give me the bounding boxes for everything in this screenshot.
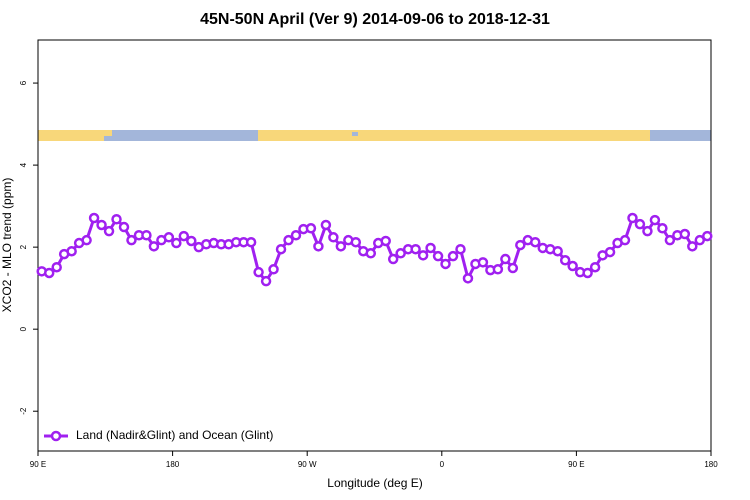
data-point (96, 219, 107, 231)
data-point (589, 261, 601, 273)
data-point (253, 266, 264, 278)
data-point (507, 262, 519, 274)
data-point (328, 232, 339, 243)
data-point (657, 223, 668, 234)
data-point (395, 248, 406, 259)
data-point (320, 219, 332, 231)
data-point (432, 250, 444, 262)
data-point (619, 234, 631, 246)
data-point (515, 239, 526, 251)
data-point (103, 225, 115, 237)
data-point (365, 248, 377, 259)
legend-item: Land (Nadir&Glint) and Ocean (Glint) (44, 428, 273, 442)
data-point (649, 214, 661, 226)
data-point (51, 261, 62, 273)
legend-text: Land (Nadir&Glint) and Ocean (Glint) (76, 428, 273, 442)
data-point (275, 243, 287, 255)
data-point (664, 234, 676, 246)
land-band (38, 130, 711, 141)
data-point (694, 234, 706, 246)
data-point (290, 229, 302, 241)
data-point (66, 245, 77, 257)
data-point (447, 250, 459, 262)
data-point (380, 235, 391, 247)
data-point (559, 255, 571, 266)
x-tick-label: 90 E (568, 460, 584, 469)
x-tick-label: 180 (704, 460, 718, 469)
ocean-band (112, 130, 258, 141)
data-point (455, 243, 466, 255)
data-point (43, 267, 55, 279)
y-axis-label: XCO2 - MLO trend (ppm) (0, 178, 14, 313)
x-tick-label: 180 (166, 460, 180, 469)
map-strip (38, 130, 711, 141)
data-point (126, 234, 137, 246)
legend-marker (50, 430, 62, 442)
data-point (425, 242, 436, 254)
data-point (462, 273, 474, 284)
plot-frame (37, 39, 712, 452)
data-point (81, 234, 92, 246)
y-tick-label: 6 (19, 80, 28, 85)
data-point (627, 212, 638, 224)
data-point (141, 229, 152, 241)
ocean-speck (352, 132, 358, 136)
data-point (417, 250, 429, 261)
data-point (118, 221, 130, 233)
ocean-band (650, 130, 711, 141)
data-point (679, 228, 691, 240)
data-point (268, 264, 279, 275)
data-point (313, 241, 324, 252)
data-point (500, 253, 511, 265)
data-point (582, 267, 593, 279)
data-point (163, 232, 175, 243)
x-tick-label: 90 W (298, 460, 317, 469)
data-point (245, 236, 257, 248)
data-point (477, 257, 489, 268)
y-tick-label: -2 (19, 407, 28, 415)
data-point (88, 212, 100, 224)
data-point (634, 218, 646, 230)
data-point (387, 253, 399, 265)
y-tick-label: 0 (19, 326, 28, 331)
data-point (440, 258, 451, 270)
data-point (687, 241, 698, 252)
data-point (530, 236, 541, 248)
data-point (111, 213, 122, 225)
data-point (178, 230, 190, 242)
data-point (305, 223, 317, 234)
data-point (552, 245, 563, 257)
x-axis-label: Longitude (deg E) (327, 476, 422, 490)
data-point (335, 241, 347, 252)
data-point (283, 234, 294, 246)
ocean-speck (104, 136, 112, 141)
data-point (171, 237, 182, 249)
data-point (567, 260, 578, 272)
data-point (642, 225, 653, 237)
x-tick-label: 0 (440, 460, 445, 469)
data-point (186, 235, 197, 247)
chart-title: 45N-50N April (Ver 9) 2014-09-06 to 2018… (200, 11, 550, 28)
y-tick-label: 2 (19, 244, 28, 249)
y-tick-label: 4 (19, 162, 28, 167)
x-tick-label: 90 E (30, 460, 46, 469)
data-point (410, 243, 421, 255)
data-point (350, 236, 362, 248)
data-point (702, 230, 713, 242)
data-point (260, 275, 272, 287)
data-point (492, 264, 504, 275)
data-point (148, 241, 160, 252)
data-point (604, 246, 616, 258)
